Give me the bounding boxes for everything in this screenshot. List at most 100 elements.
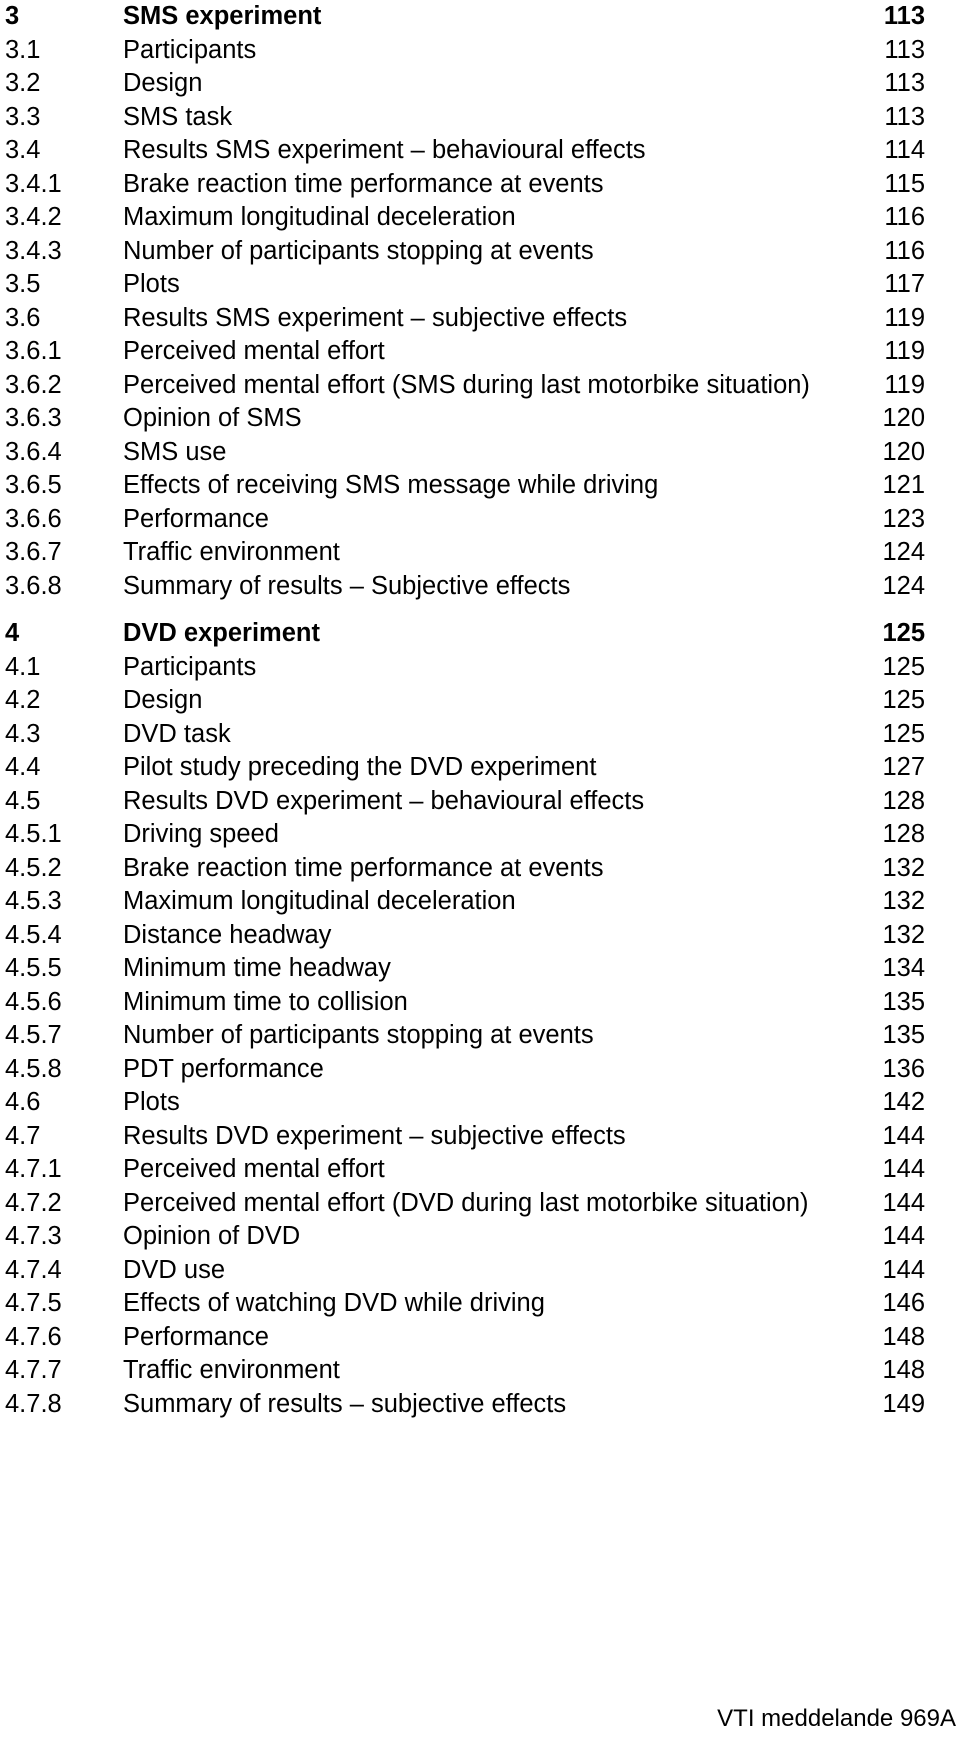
toc-entry-title: Maximum longitudinal deceleration	[123, 887, 516, 915]
toc-entry-page: 142	[882, 1088, 925, 1116]
toc-entry-page: 128	[882, 786, 925, 815]
toc-entry-page: 132	[882, 887, 925, 915]
toc-entry-number: 3.6.6	[5, 504, 62, 533]
toc-entry-number: 4.5	[5, 786, 41, 815]
toc-entry-title: Results DVD experiment – subjective effe…	[123, 1121, 626, 1150]
toc-entry-number: 3.3	[5, 102, 41, 131]
toc-entry-title: Perceived mental effort	[123, 337, 385, 365]
toc-entry-title: Plots	[123, 270, 180, 298]
toc-entry-page: 148	[882, 1322, 925, 1351]
toc-entry-number: 3.5	[5, 270, 41, 298]
toc-entry-page: 135	[882, 987, 925, 1016]
toc-entry: 4.7.1 Perceived mental effort 144	[5, 1153, 925, 1187]
toc-entry-title: Minimum time headway	[123, 954, 391, 982]
toc-entry: 3.4.3 Number of participants stopping at …	[5, 235, 925, 269]
toc-entry-number: 4.5.5	[5, 954, 62, 982]
toc-entry-number: 4.7.4	[5, 1255, 62, 1284]
toc-entry-title: DVD use	[123, 1255, 226, 1284]
toc-entry-title: SMS task	[123, 102, 233, 131]
toc-entry-title: Driving speed	[123, 820, 279, 848]
toc-entry-title: Results DVD experiment – behavioural eff…	[123, 786, 645, 815]
toc-chapter-title: SMS experiment	[123, 2, 322, 30]
toc-entry-title: Perceived mental effort	[123, 1155, 385, 1183]
toc-entry-number: 3.1	[5, 35, 41, 64]
toc-entry-page: 128	[882, 820, 925, 848]
toc-entry-title: Effects of watching DVD while driving	[123, 1289, 545, 1317]
toc-entry: 3.6.3 Opinion of SMS 120	[5, 402, 925, 436]
toc-entry-number: 3.6.3	[5, 404, 62, 432]
toc-entry-page: 134	[882, 954, 925, 982]
toc-entry-page: 149	[882, 1389, 925, 1418]
toc-entry-number: 4.5.4	[5, 920, 62, 949]
toc-entry: 4.5.2 Brake reaction time performance at …	[5, 852, 925, 886]
toc-entry: 4.6 Plots 142	[5, 1086, 925, 1120]
toc-entry-page: 144	[882, 1188, 925, 1217]
toc-entry-title: Pilot study preceding the DVD experiment	[123, 753, 597, 781]
toc-entry-page: 113	[884, 35, 925, 64]
toc-entry: 3.4.2 Maximum longitudinal deceleration 11…	[5, 201, 925, 235]
toc-entry-page: 135	[882, 1021, 925, 1049]
toc-entry-title: Results SMS experiment – subjective effe…	[123, 303, 628, 332]
toc-entry-page: 116	[884, 203, 925, 231]
toc-entry: 4.5.8 PDT performance 136	[5, 1053, 925, 1087]
toc-entry: 4.5.5 Minimum time headway 134	[5, 952, 925, 986]
toc-entry-number: 4.2	[5, 686, 41, 714]
toc-entry-title: Participants	[123, 35, 257, 64]
toc-entry-title: SMS use	[123, 437, 227, 466]
toc-entry-number: 4.7.7	[5, 1356, 62, 1384]
toc-entry-page: 114	[884, 136, 925, 164]
toc-entry-number: 4.7.8	[5, 1389, 62, 1418]
toc-entry-number: 3.6.4	[5, 437, 62, 466]
toc-entry-title: Brake reaction time performance at event…	[123, 169, 604, 198]
toc-entry-title: Participants	[123, 652, 257, 681]
toc-entry-number: 4.6	[5, 1088, 41, 1116]
toc-entry-title: Results SMS experiment – behavioural eff…	[123, 136, 646, 164]
toc-entry-title: Brake reaction time performance at event…	[123, 853, 604, 882]
toc-entry-number: 3.4.2	[5, 203, 62, 231]
toc-entry-title: Plots	[123, 1088, 180, 1116]
toc-entry-page: 123	[882, 504, 925, 533]
toc-entry-title: PDT performance	[123, 1054, 324, 1083]
toc-chapter-page: 125	[882, 619, 925, 647]
toc-entry: 3.2 Design 113	[5, 67, 925, 101]
toc-entry-number: 3.6.1	[5, 337, 62, 365]
toc-entry-page: 132	[882, 853, 925, 882]
toc-entry-title: Minimum time to collision	[123, 987, 408, 1016]
toc-entry: 4.5.3 Maximum longitudinal deceleration 13…	[5, 885, 925, 919]
toc-entry-number: 3.2	[5, 69, 41, 97]
toc-entry: 3.5 Plots 117	[5, 268, 925, 302]
toc-entry: 3.1 Participants 113	[5, 34, 925, 68]
toc-entry-number: 3.6.5	[5, 471, 62, 499]
toc-entry-number: 4.5.8	[5, 1054, 62, 1083]
toc-entry-number: 3.6.2	[5, 370, 62, 399]
toc-entry-title: Design	[123, 69, 203, 97]
toc-entry-page: 146	[882, 1289, 925, 1317]
toc-entry: 4.7.8 Summary of results – subjective eff…	[5, 1388, 925, 1422]
toc-entry-title: Design	[123, 686, 203, 714]
toc-entry-page: 136	[882, 1054, 925, 1083]
toc-entry: 3.6.6 Performance 123	[5, 503, 925, 537]
toc-entry-page: 125	[882, 652, 925, 681]
toc-entry-page: 113	[884, 69, 925, 97]
toc-entry-title: Summary of results – subjective effects	[123, 1389, 567, 1418]
toc-entry: 4.5.4 Distance headway 132	[5, 919, 925, 953]
toc-entry: 4.3 DVD task 125	[5, 718, 925, 752]
toc-chapter-title: DVD experiment	[123, 619, 320, 647]
toc-entry-number: 4.7	[5, 1121, 41, 1150]
toc-entry-title: Opinion of DVD	[123, 1222, 301, 1250]
toc-entry: 4.1 Participants 125	[5, 651, 925, 685]
toc-entry: 3.6.4 SMS use 120	[5, 436, 925, 470]
toc-entry-number: 3.4.3	[5, 236, 62, 265]
toc-entry-number: 4.5.7	[5, 1021, 62, 1049]
toc-entry: 3.3 SMS task 113	[5, 101, 925, 135]
toc-entry: 4.7.6 Performance 148	[5, 1321, 925, 1355]
toc-entry-page: 116	[884, 236, 925, 265]
page-footer: VTI meddelande 969A	[717, 1705, 956, 1732]
toc-entry: 4.2 Design 125	[5, 684, 925, 718]
toc-entry-page: 148	[882, 1356, 925, 1384]
toc-entry-number: 4.5.6	[5, 987, 62, 1016]
toc-entry: 4.7.5 Effects of watching DVD while drivi…	[5, 1287, 925, 1321]
toc-chapter-number: 3	[5, 2, 20, 30]
toc-entry-number: 4.7.1	[5, 1155, 62, 1183]
toc-entry: 4.5.1 Driving speed 128	[5, 818, 925, 852]
